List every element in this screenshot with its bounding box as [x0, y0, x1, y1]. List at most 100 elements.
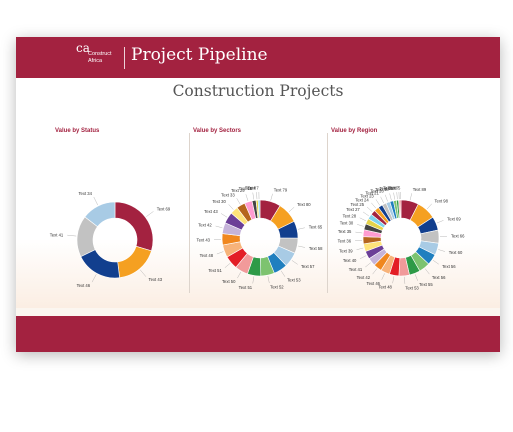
slice-label: Text 65	[309, 224, 323, 229]
slice-label: Text 42	[198, 222, 212, 227]
label-leader	[404, 276, 406, 284]
donut-slice[interactable]	[117, 245, 152, 279]
slice-label: Text 23	[360, 194, 374, 199]
slice-label: Text 53	[405, 285, 419, 290]
slice-label: Text 5	[389, 186, 401, 191]
label-leader	[67, 235, 77, 237]
label-leader	[245, 194, 249, 201]
slice-label: Text 18	[375, 187, 389, 192]
label-leader	[356, 247, 364, 250]
label-leader	[389, 193, 392, 201]
label-leader	[393, 192, 395, 200]
label-leader	[436, 220, 444, 224]
label-leader	[375, 199, 380, 206]
slice-label: Text 55	[419, 282, 433, 287]
sectors-donut-chart: Text 79 Text 80 Text 65 Text 58 Text 57 Text …	[197, 186, 324, 290]
dashboard-card: ca Construct Africa Project Pipeline Con…	[16, 37, 500, 352]
slice-label: Text 30	[340, 221, 354, 226]
slice-label: Text 41	[50, 232, 64, 237]
sectors-chart-title: Value by Sectors	[193, 128, 242, 134]
donut-slice[interactable]	[399, 199, 402, 219]
slice-label: Text 69	[447, 216, 461, 221]
slice-label: Text 27	[346, 207, 360, 212]
slice-label: Text 40	[343, 258, 357, 263]
logo-text: Construct Africa	[88, 51, 112, 64]
app-title: Project Pipeline	[131, 45, 268, 65]
slice-label: Text 69	[157, 206, 171, 211]
slice-label: Text 57	[301, 264, 315, 269]
donut-slice[interactable]	[84, 201, 116, 228]
label-leader	[392, 276, 395, 284]
slice-label: Text 11	[383, 186, 397, 191]
slice-label: Text 43	[149, 277, 163, 282]
label-leader	[432, 260, 439, 265]
slice-label: Text 48	[378, 285, 392, 290]
slice-label: Text 80	[297, 202, 311, 207]
slice-label: Text 39	[339, 248, 353, 253]
panel-divider-1	[189, 133, 190, 293]
label-leader	[355, 231, 363, 234]
label-leader	[91, 274, 97, 283]
label-leader	[146, 211, 154, 217]
label-leader	[359, 255, 367, 259]
slice-label: Text 15	[239, 186, 253, 191]
label-leader	[381, 273, 385, 280]
slice-label: Text 34	[78, 191, 92, 196]
label-leader	[256, 192, 258, 200]
label-leader	[215, 225, 223, 228]
slice-label: Text 46	[367, 281, 381, 286]
slice-label: Text 79	[274, 187, 288, 192]
footer-bar	[16, 316, 500, 352]
label-leader	[288, 207, 295, 212]
label-leader	[224, 263, 231, 268]
label-leader	[228, 204, 234, 210]
label-leader	[396, 192, 398, 200]
slice-label: Text 21	[365, 191, 379, 196]
logo-divider	[124, 47, 125, 69]
slice-label: Text 35	[338, 229, 352, 234]
slice-label: Text 30	[212, 199, 226, 204]
donut-slice[interactable]	[257, 199, 261, 219]
label-leader	[357, 224, 364, 227]
label-leader	[424, 268, 430, 275]
slice-label: Text 98	[434, 198, 448, 203]
label-leader	[221, 213, 228, 218]
slice-label: Text 52	[270, 284, 284, 289]
slice-label: Text 20	[370, 189, 384, 194]
logo-line-1: Construct	[88, 51, 112, 57]
label-leader	[359, 217, 367, 221]
logo-mark: ca	[76, 41, 90, 55]
label-leader	[252, 276, 255, 284]
slice-label: Text 58	[309, 246, 323, 251]
slice-label: Text 42	[357, 275, 371, 280]
slice-label: Text 8	[245, 186, 257, 191]
donut-slice[interactable]	[114, 201, 154, 252]
status-chart-title: Value by Status	[55, 128, 100, 134]
slice-label: Text 25	[351, 202, 365, 207]
slice-label: Text 43	[197, 237, 211, 242]
region-chart-title: Value by Region	[331, 128, 378, 134]
label-leader	[93, 196, 98, 206]
slice-label: Text 43	[204, 209, 218, 214]
label-leader	[409, 193, 412, 201]
slice-label: Text 51	[239, 285, 253, 290]
label-leader	[365, 262, 371, 268]
slice-label: Text 7	[248, 186, 260, 191]
label-leader	[140, 269, 147, 277]
label-leader	[270, 193, 273, 201]
slice-label: Text 28	[343, 214, 357, 219]
slice-label: Text 56	[442, 264, 456, 269]
status-donut-chart: Text 69 Text 43 Text 46 Text 41 Text 34	[50, 191, 171, 288]
slice-label: Text 41	[349, 267, 363, 272]
label-leader	[426, 203, 432, 210]
slice-label: Text 56	[432, 275, 446, 280]
label-leader	[297, 227, 305, 230]
label-leader	[366, 206, 373, 212]
label-leader	[438, 249, 446, 252]
slice-label: Text 53	[287, 278, 301, 283]
slice-label: Text 7	[388, 186, 400, 191]
label-leader	[237, 271, 241, 279]
slice-label: Text 89	[413, 187, 427, 192]
label-leader	[415, 274, 418, 281]
label-leader	[281, 270, 286, 277]
